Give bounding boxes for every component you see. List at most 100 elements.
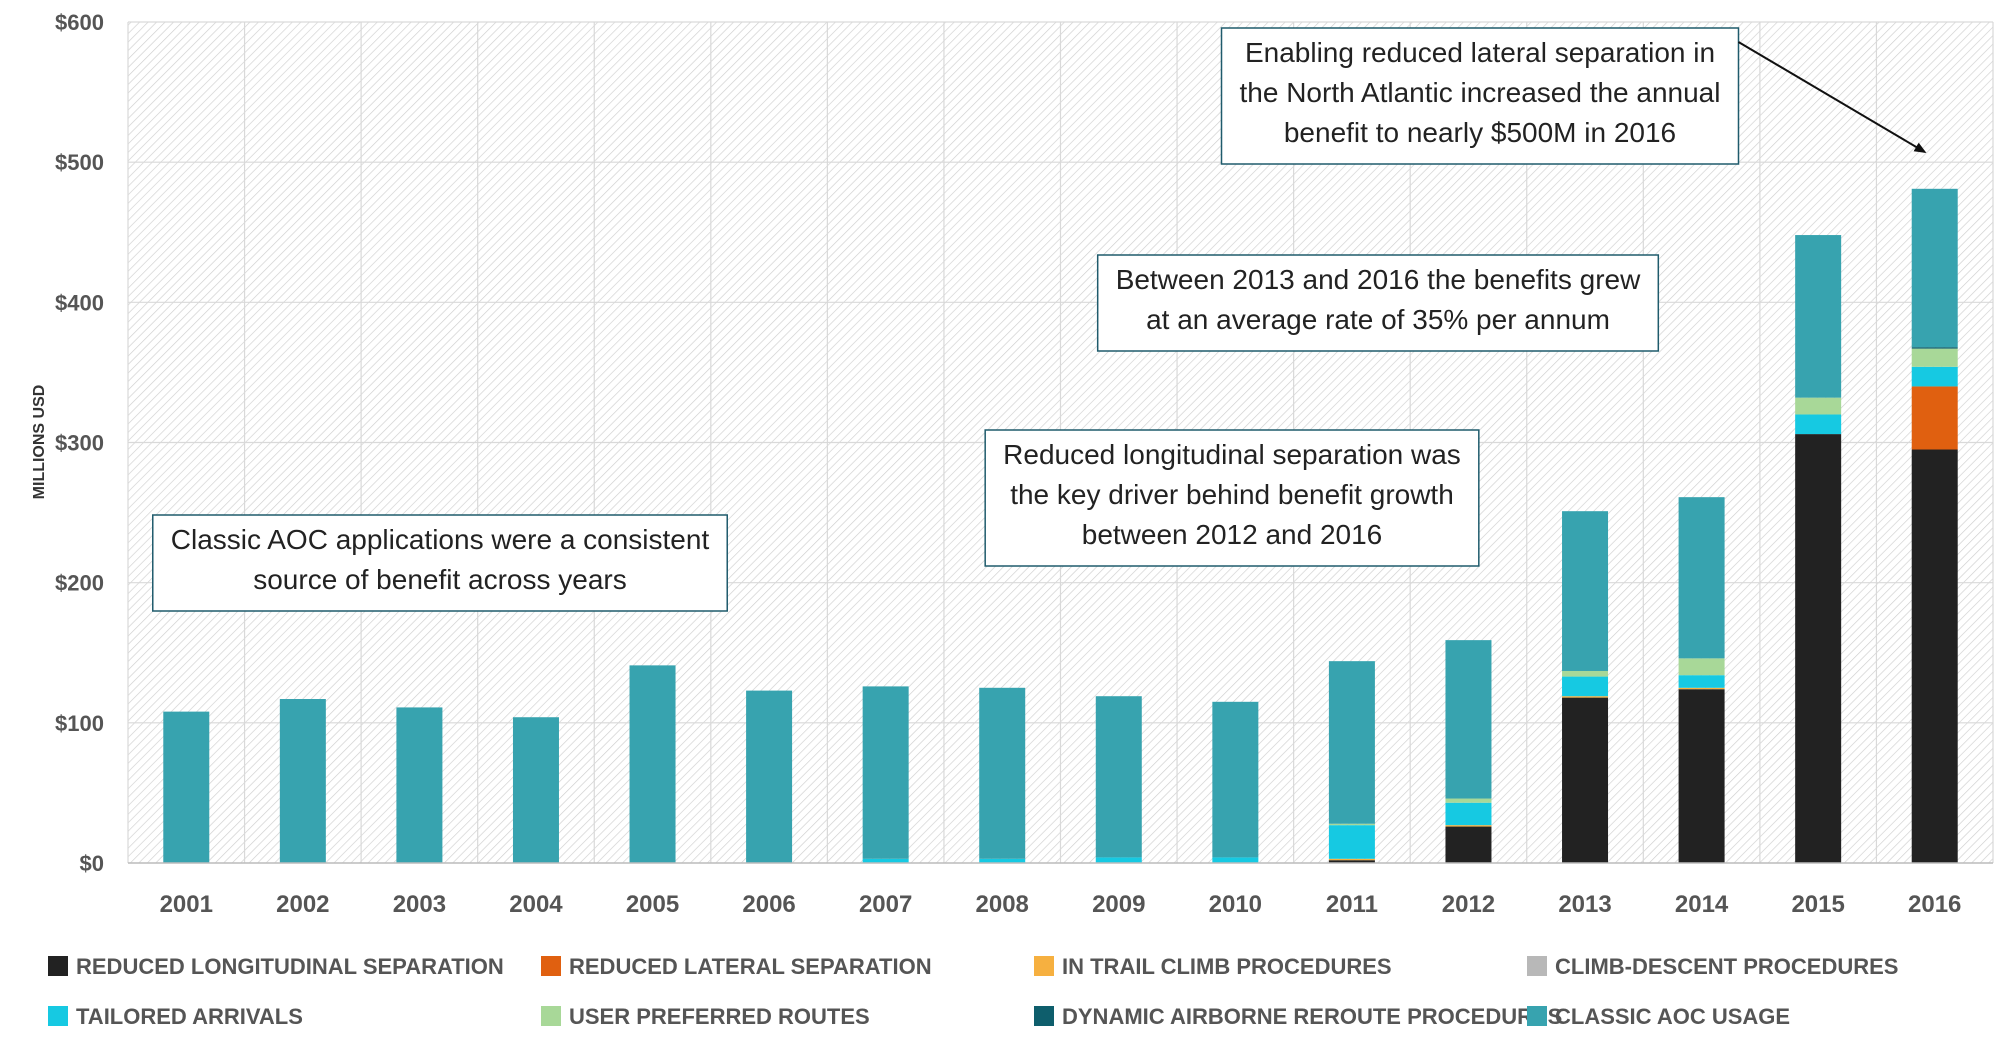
- x-tick-label: 2005: [626, 891, 679, 918]
- legend: REDUCED LONGITUDINAL SEPARATION REDUCED L…: [48, 954, 1898, 1029]
- annotation-box: Between 2013 and 2016 the benefits grew a…: [1096, 254, 1660, 352]
- bar-segment: [1328, 825, 1375, 859]
- bar-segment: [979, 858, 1026, 863]
- x-tick-label: 2010: [1209, 891, 1262, 918]
- annotation-frame: [1096, 254, 1660, 352]
- legend-swatch: [48, 1006, 68, 1026]
- bar-segment: [279, 699, 326, 863]
- bar-segment: [1445, 640, 1492, 799]
- bar-segment: [1328, 823, 1375, 826]
- legend-label: CLASSIC AOC USAGE: [1555, 1004, 1790, 1029]
- annotation-text: Classic AOC applications were a consiste…: [171, 524, 710, 555]
- x-tick-label: 2016: [1908, 891, 1961, 918]
- legend-item: IN TRAIL CLIMB PROCEDURES: [1034, 954, 1392, 979]
- bar-segment: [1562, 670, 1609, 677]
- legend-item: REDUCED LATERAL SEPARATION: [541, 954, 932, 979]
- annotation-box: Reduced longitudinal separation was the k…: [984, 429, 1480, 567]
- bar-segment: [862, 858, 909, 863]
- bar-segment: [1212, 857, 1259, 863]
- bar-segment: [1445, 798, 1492, 803]
- legend-label: CLIMB-DESCENT PROCEDURES: [1555, 954, 1898, 979]
- bar-segment: [1678, 658, 1725, 676]
- bar-segment: [1911, 347, 1958, 349]
- bar-segment: [1678, 687, 1725, 690]
- y-axis-ticks: $0 $100 $200 $300 $400 $500 $600: [55, 10, 104, 876]
- annotation-frame: [152, 514, 728, 612]
- annotation-text: Reduced longitudinal separation was: [1003, 439, 1461, 470]
- annotation-text: at an average rate of 35% per annum: [1146, 304, 1610, 335]
- annotation-arrow: [1737, 41, 1927, 154]
- bar-segment: [1911, 348, 1958, 367]
- bar-segment: [1678, 497, 1725, 659]
- y-tick-label: $100: [55, 711, 104, 736]
- legend-swatch: [1527, 956, 1547, 976]
- annotation-text: the North Atlantic increased the annual: [1240, 77, 1721, 108]
- annotation-box: Enabling reduced lateral separation in th…: [1220, 27, 1927, 165]
- y-axis-label: MILLIONS USD: [31, 385, 48, 500]
- bar-segment: [979, 687, 1026, 859]
- bar-segment: [1911, 188, 1958, 348]
- annotation-text: Between 2013 and 2016 the benefits grew: [1116, 264, 1641, 295]
- x-tick-label: 2014: [1675, 891, 1729, 918]
- bar-segment: [1911, 366, 1958, 387]
- x-tick-label: 2007: [859, 891, 912, 918]
- x-tick-label: 2013: [1558, 891, 1611, 918]
- bar-segment: [396, 707, 443, 863]
- bar-segment: [1212, 701, 1259, 858]
- x-tick-label: 2006: [742, 891, 795, 918]
- legend-item: REDUCED LONGITUDINAL SEPARATION: [48, 954, 504, 979]
- y-tick-label: $0: [80, 851, 104, 876]
- annotation-frame: [1220, 27, 1740, 165]
- y-tick-label: $400: [55, 290, 104, 315]
- bar-segment: [1328, 661, 1375, 824]
- annotation-text: source of benefit across years: [253, 564, 627, 595]
- legend-label: USER PREFERRED ROUTES: [569, 1004, 870, 1029]
- legend-swatch: [1034, 956, 1054, 976]
- bar-segment: [629, 665, 676, 863]
- legend-label: REDUCED LATERAL SEPARATION: [569, 954, 932, 979]
- bar-segment: [1911, 449, 1958, 863]
- bar-segment: [862, 686, 909, 859]
- bar-segment: [1795, 397, 1842, 415]
- bar-segment: [1328, 860, 1375, 863]
- x-tick-label: 2002: [276, 891, 329, 918]
- bar-segment: [1795, 414, 1842, 435]
- legend-label: REDUCED LONGITUDINAL SEPARATION: [76, 954, 504, 979]
- bars: [163, 188, 1958, 863]
- bar-segment: [1562, 511, 1609, 671]
- x-axis-ticks: 2001 2002 2003 2004 2005 2006 2007 2008 2009 2010…: [160, 891, 1962, 918]
- bar-segment: [1328, 858, 1375, 861]
- legend-label: TAILORED ARRIVALS: [76, 1004, 303, 1029]
- bar-segment: [1445, 826, 1492, 863]
- annotation-text: between 2012 and 2016: [1082, 519, 1383, 550]
- annotation-box: Classic AOC applications were a consiste…: [152, 514, 728, 612]
- legend-item: CLASSIC AOC USAGE: [1527, 1004, 1790, 1029]
- annotation-text: benefit to nearly $500M in 2016: [1284, 117, 1676, 148]
- bar-segment: [1562, 697, 1609, 863]
- bar-segment: [1095, 857, 1142, 863]
- legend-item: DYNAMIC AIRBORNE REROUTE PROCEDURES: [1034, 1004, 1562, 1029]
- legend-swatch: [1527, 1006, 1547, 1026]
- legend-item: CLIMB-DESCENT PROCEDURES: [1527, 954, 1898, 979]
- bar-segment: [1095, 696, 1142, 858]
- x-tick-label: 2008: [976, 891, 1029, 918]
- annotation-text: Enabling reduced lateral separation in: [1245, 37, 1715, 68]
- legend-swatch: [1034, 1006, 1054, 1026]
- bar-segment: [1795, 434, 1842, 863]
- bar-segment: [1445, 802, 1492, 826]
- bar-segment: [1445, 825, 1492, 827]
- annotation-frame: [984, 429, 1480, 567]
- bar-segment: [1911, 386, 1958, 450]
- legend-label: IN TRAIL CLIMB PROCEDURES: [1062, 954, 1392, 979]
- x-tick-label: 2001: [160, 891, 213, 918]
- bar-segment: [163, 711, 210, 863]
- x-tick-label: 2004: [509, 891, 563, 918]
- x-tick-label: 2015: [1791, 891, 1844, 918]
- bar-segment: [1562, 676, 1609, 697]
- bar-segment: [512, 717, 559, 863]
- legend-item: USER PREFERRED ROUTES: [541, 1004, 870, 1029]
- legend-item: TAILORED ARRIVALS: [48, 1004, 303, 1029]
- legend-swatch: [541, 956, 561, 976]
- y-tick-label: $300: [55, 431, 104, 456]
